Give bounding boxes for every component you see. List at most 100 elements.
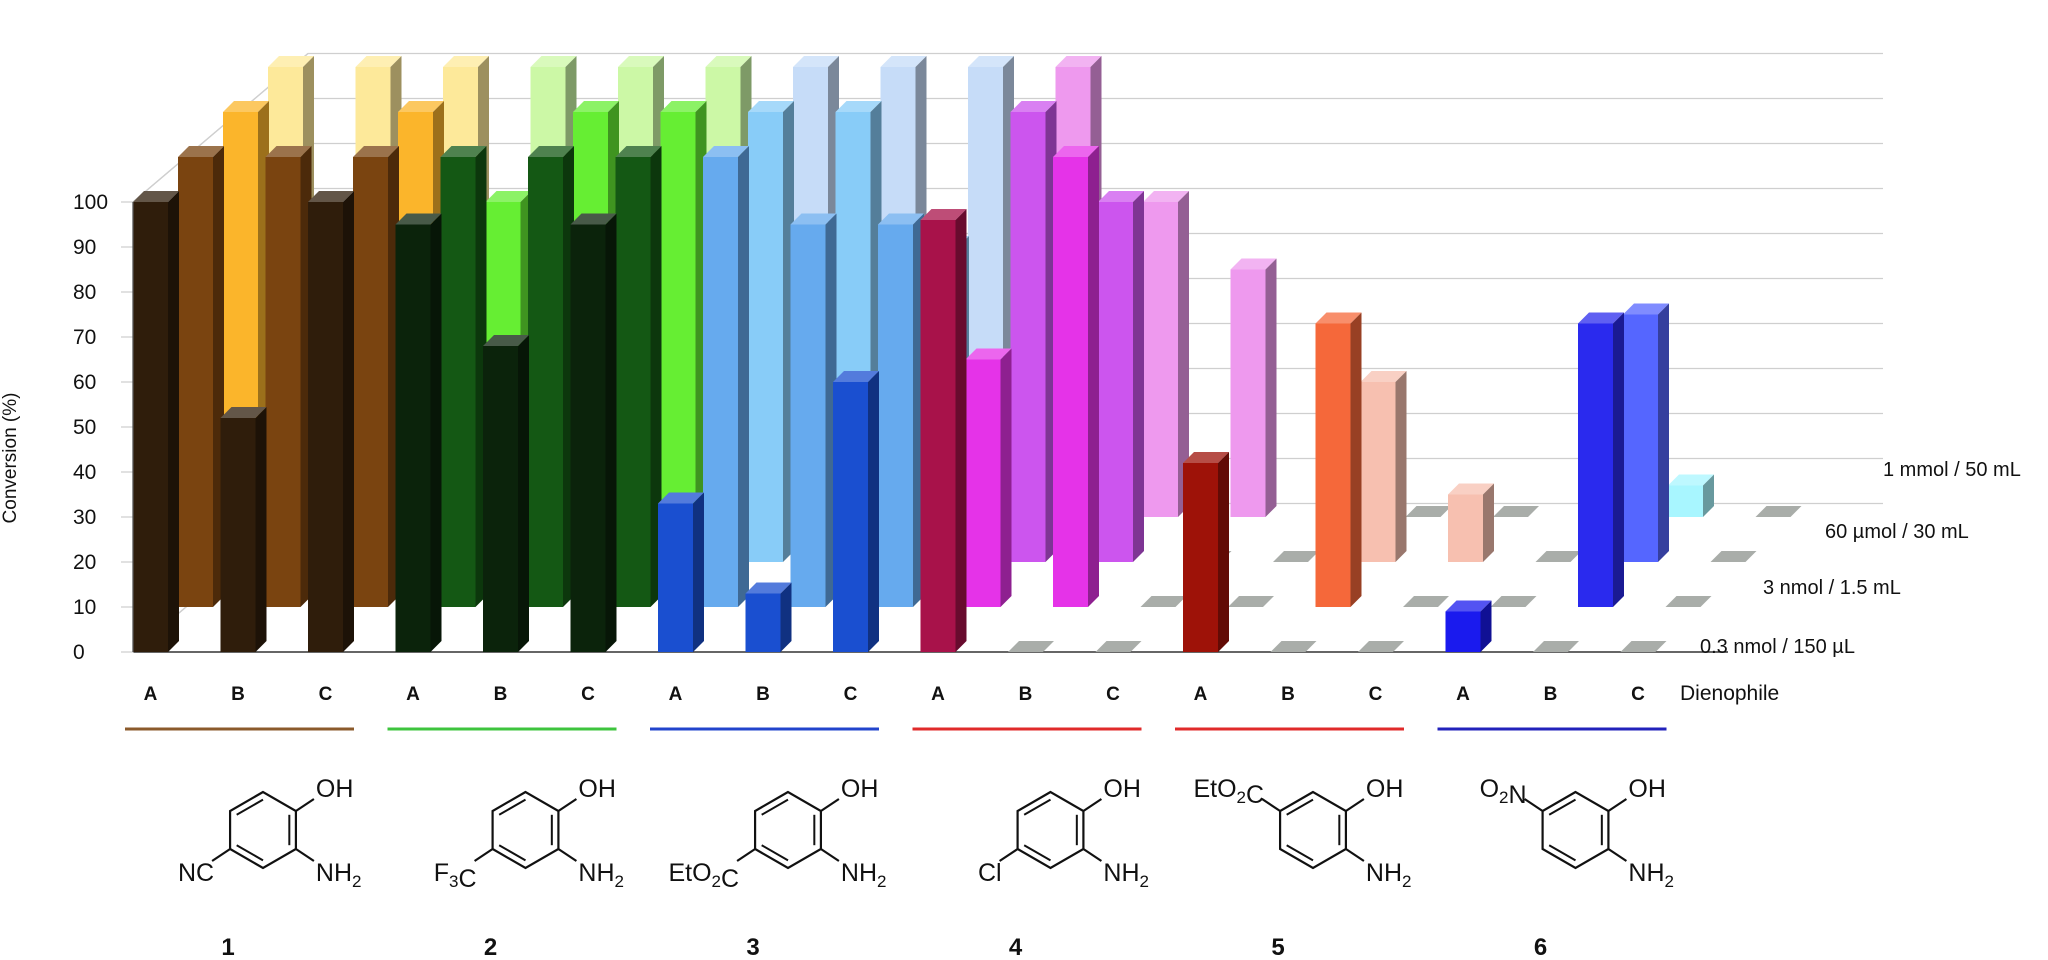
bar xyxy=(878,224,913,607)
benzene-ring xyxy=(753,790,823,870)
bar-side xyxy=(1000,348,1012,607)
double-bond xyxy=(1286,798,1314,816)
y-axis-label: Conversion (%) xyxy=(0,393,21,524)
bond xyxy=(557,848,578,862)
bar-top xyxy=(353,146,399,157)
bar-side xyxy=(1133,191,1144,562)
depth-label: 60 µmol / 30 mL xyxy=(1825,521,1969,543)
bar-top xyxy=(793,56,839,67)
double-bond xyxy=(1548,844,1577,862)
zero-bar xyxy=(1358,641,1404,652)
dienophile-label: A xyxy=(669,684,683,705)
bar-top xyxy=(483,335,529,346)
bar-top xyxy=(178,146,224,157)
dienophile-label: B xyxy=(1281,684,1295,705)
bar-side xyxy=(780,582,792,652)
bar-top xyxy=(1445,600,1492,612)
y-tick-label: 60 xyxy=(73,371,96,394)
bar-side xyxy=(1265,258,1277,517)
substituent-label: O2N xyxy=(1480,775,1527,809)
oh-label: OH xyxy=(1103,775,1141,803)
y-tick-label: 0 xyxy=(73,641,85,664)
bar-top xyxy=(530,56,577,67)
bar-side xyxy=(955,209,967,652)
bar-top xyxy=(1448,483,1494,495)
bar xyxy=(1360,382,1396,562)
bar-side xyxy=(1613,312,1624,607)
dienophile-label: C xyxy=(319,684,333,705)
bar xyxy=(1010,112,1046,562)
bar xyxy=(660,112,696,562)
bar-top xyxy=(570,213,617,225)
double-bond xyxy=(1023,844,1052,862)
bar xyxy=(308,202,343,652)
zero-bar xyxy=(1273,551,1319,562)
zero-bar xyxy=(1533,641,1579,652)
y-tick-label: 90 xyxy=(73,236,96,259)
bar-top xyxy=(133,191,179,202)
zero-bar xyxy=(1620,641,1667,652)
bar xyxy=(353,157,388,607)
bar-top xyxy=(835,101,882,112)
compound-structures: OH NH2 NC 1 OH NH2 F3C 2 OH NH2 EtO2C 3 OH NH2 Cl 4 OH NH… xyxy=(178,775,1674,960)
bond xyxy=(1607,848,1628,862)
bar-side xyxy=(1703,474,1714,517)
bar xyxy=(658,503,693,652)
oh-label: OH xyxy=(316,775,354,803)
substituent-label: NH2 xyxy=(316,859,362,891)
bar-top xyxy=(268,56,314,67)
bar xyxy=(570,224,606,652)
bar xyxy=(1668,485,1703,517)
bar xyxy=(1448,494,1483,562)
benzene-ring xyxy=(1278,790,1348,870)
bar-top xyxy=(265,146,312,157)
oh-label: OH xyxy=(1628,775,1666,803)
double-bond xyxy=(1023,798,1052,816)
bar-side xyxy=(430,213,442,652)
dienophile-label: C xyxy=(1369,684,1383,705)
bar xyxy=(440,157,476,607)
bar-top xyxy=(833,371,879,382)
bar-top xyxy=(398,101,444,112)
zero-bar xyxy=(1228,596,1274,607)
bar-side xyxy=(1395,371,1407,562)
bar-top xyxy=(748,101,794,112)
bar-top xyxy=(1230,258,1277,270)
substituent-label: NH2 xyxy=(1103,859,1149,891)
bar-side xyxy=(738,146,749,607)
bar-top xyxy=(1143,191,1189,202)
double-bond xyxy=(761,798,789,816)
x-axis-label: Dienophile xyxy=(1680,682,1779,705)
depth-axis-labels: 0.3 nmol / 150 µL 3 nmol / 1.5 mL 60 µmol … xyxy=(1700,459,2021,658)
bar xyxy=(833,382,868,652)
oh-label: OH xyxy=(1366,775,1404,803)
zero-bar xyxy=(1140,596,1187,607)
bond xyxy=(473,848,494,862)
bar-top xyxy=(440,146,487,157)
substituent-label: EtO2C xyxy=(1193,775,1264,809)
double-bond xyxy=(761,844,789,862)
bar xyxy=(1143,202,1178,517)
bar xyxy=(965,359,1001,607)
bar-top xyxy=(1055,56,1102,67)
molecule-6: OH NH2 O2N 6 xyxy=(1480,775,1674,960)
y-tick-label: 50 xyxy=(73,416,96,439)
bond xyxy=(295,798,315,812)
molecule-2: OH NH2 F3C 2 xyxy=(434,775,624,960)
bar xyxy=(1098,202,1133,562)
bar-side xyxy=(605,213,617,652)
dienophile-label: C xyxy=(1631,684,1645,705)
bar-top xyxy=(618,56,664,67)
bar-top xyxy=(1010,101,1057,112)
bar-top xyxy=(660,101,707,112)
bar xyxy=(528,157,563,607)
double-bond xyxy=(498,798,527,816)
y-tick-label: 20 xyxy=(73,551,96,574)
bar-top xyxy=(1053,146,1099,157)
compound-number: 1 xyxy=(221,934,234,960)
bar-top xyxy=(1098,191,1144,202)
zero-bar xyxy=(1008,641,1054,652)
bar-top xyxy=(528,146,574,157)
bar xyxy=(615,157,651,607)
